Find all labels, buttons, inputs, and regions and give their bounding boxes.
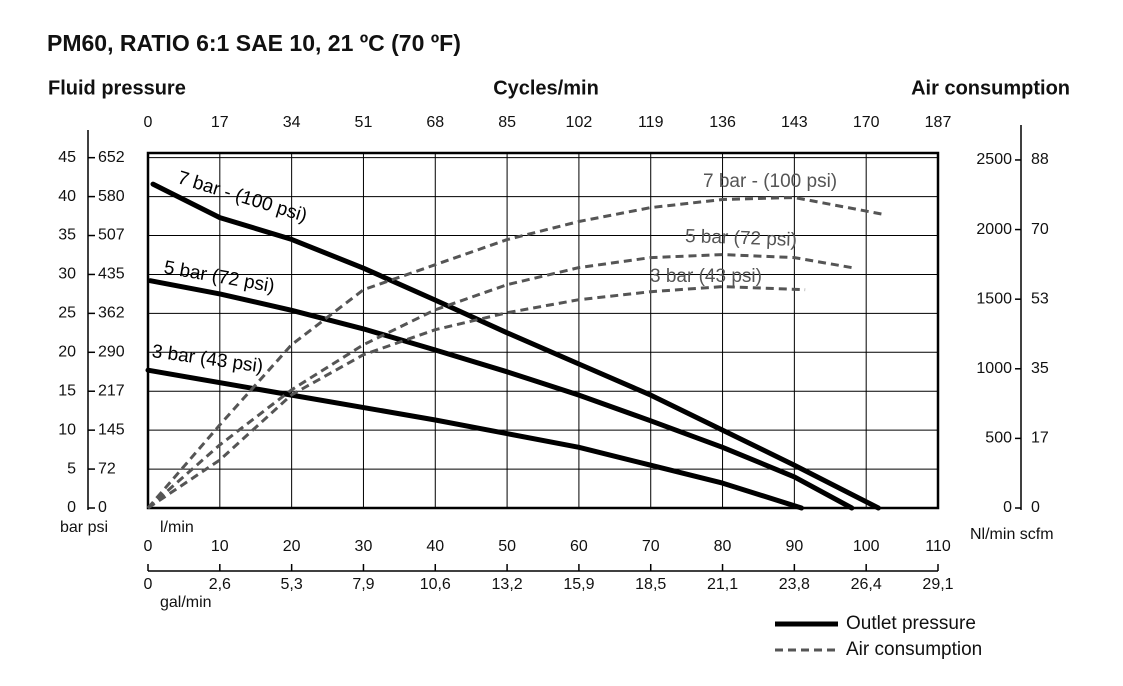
x2-tick-label: 85 — [498, 114, 516, 131]
x-tick-label: 50 — [498, 538, 516, 555]
y-alt-tick-label: 145 — [98, 421, 125, 438]
y-tick-label: 10 — [58, 421, 76, 438]
pressure-curve — [150, 181, 881, 511]
x-alt-tick-label: 5,3 — [281, 576, 303, 593]
y-alt-tick-label: 290 — [98, 344, 125, 361]
y-tick-label: 25 — [58, 305, 76, 322]
x-tick-label: 0 — [144, 538, 153, 555]
x-tick-label: 70 — [642, 538, 660, 555]
x-tick-label: 40 — [426, 538, 444, 555]
y2-alt-tick-label: 17 — [1031, 430, 1049, 447]
y2-alt-tick-label: 53 — [1031, 290, 1049, 307]
x-alt-tick-label: 26,4 — [851, 576, 882, 593]
curve-label: 7 bar - (100 psi) — [175, 167, 309, 226]
y-tick-label: 45 — [58, 149, 76, 166]
x-alt-tick-label: 13,2 — [492, 576, 523, 593]
y2-units: Nl/min scfm — [970, 526, 1054, 543]
air-curve — [147, 253, 853, 510]
y-axis-title: Fluid pressure — [48, 77, 186, 99]
x2-tick-label: 17 — [211, 114, 229, 131]
y2-tick-label: 2500 — [976, 151, 1012, 168]
curve-label: 3 bar (43 psi) — [650, 266, 762, 287]
x2-tick-label: 187 — [925, 114, 952, 131]
x-tick-label: 90 — [785, 538, 803, 555]
y-tick-label: 35 — [58, 227, 76, 244]
x-alt-tick-label: 23,8 — [779, 576, 810, 593]
y2-tick-label: 1000 — [976, 360, 1012, 377]
y-tick-label: 5 — [67, 460, 76, 477]
y-tick-label: 40 — [58, 188, 76, 205]
x-alt-axis-title: gal/min — [160, 594, 212, 611]
x-tick-label: 30 — [355, 538, 373, 555]
y-units: bar psi — [60, 519, 108, 536]
x-tick-label: 10 — [211, 538, 229, 555]
y2-alt-tick-label: 0 — [1031, 499, 1040, 516]
plot-frame — [146, 151, 940, 510]
y-tick-label: 30 — [58, 266, 76, 283]
x-tick-label: 80 — [714, 538, 732, 555]
y-alt-tick-label: 72 — [98, 460, 116, 477]
x2-tick-label: 68 — [426, 114, 444, 131]
air-curve — [147, 285, 806, 510]
x2-axis-title: Cycles/min — [493, 77, 599, 99]
x-alt-tick-label: 29,1 — [922, 576, 953, 593]
y-alt-tick-label: 0 — [98, 499, 107, 516]
x2-tick-label: 102 — [566, 114, 593, 131]
x-alt-tick-label: 10,6 — [420, 576, 451, 593]
y2-tick-label: 2000 — [976, 221, 1012, 238]
x2-tick-label: 136 — [709, 114, 736, 131]
air-curve — [146, 196, 885, 509]
y2-alt-tick-label: 35 — [1031, 360, 1049, 377]
y2-tick-label: 500 — [985, 430, 1012, 447]
x-alt-tick-label: 7,9 — [352, 576, 374, 593]
y-alt-tick-label: 507 — [98, 227, 125, 244]
legend-label: Air consumption — [846, 639, 982, 660]
x-tick-label: 60 — [570, 538, 588, 555]
y-alt-tick-label: 435 — [98, 266, 125, 283]
y-tick-label: 0 — [67, 499, 76, 516]
x-alt-tick-label: 15,9 — [563, 576, 594, 593]
y2-alt-tick-label: 88 — [1031, 151, 1049, 168]
x2-tick-label: 34 — [283, 114, 301, 131]
x-tick-label: 100 — [853, 538, 880, 555]
x-alt-tick-label: 18,5 — [635, 576, 666, 593]
y2-tick-label: 1500 — [976, 290, 1012, 307]
legend-label: Outlet pressure — [846, 613, 976, 634]
y-alt-tick-label: 362 — [98, 305, 125, 322]
y2-axis-title: Air consumption — [911, 77, 1070, 99]
x2-tick-label: 119 — [638, 114, 664, 131]
curve-label: 7 bar - (100 psi) — [703, 171, 837, 192]
x2-tick-label: 170 — [853, 114, 880, 131]
x-tick-label: 110 — [925, 538, 951, 555]
x-alt-tick-label: 2,6 — [209, 576, 231, 593]
pressure-curve — [147, 278, 855, 511]
curve-label: 5 bar (72 psi) — [685, 226, 798, 251]
x2-tick-label: 143 — [781, 114, 808, 131]
x-alt-tick-label: 0 — [144, 576, 153, 593]
y-tick-label: 20 — [58, 344, 76, 361]
y-alt-tick-label: 652 — [98, 149, 125, 166]
x2-tick-label: 51 — [355, 114, 373, 131]
x2-tick-label: 0 — [144, 114, 153, 131]
y2-alt-tick-label: 70 — [1031, 221, 1049, 238]
x-alt-tick-label: 21,1 — [707, 576, 738, 593]
x-tick-label: 20 — [283, 538, 301, 555]
y-alt-tick-label: 217 — [98, 382, 125, 399]
x-axis-title: l/min — [160, 519, 194, 536]
chart-title: PM60, RATIO 6:1 SAE 10, 21 ºC (70 ºF) — [47, 30, 461, 56]
y-alt-tick-label: 580 — [98, 188, 125, 205]
y2-tick-label: 0 — [1003, 499, 1012, 516]
y-tick-label: 15 — [58, 382, 76, 399]
